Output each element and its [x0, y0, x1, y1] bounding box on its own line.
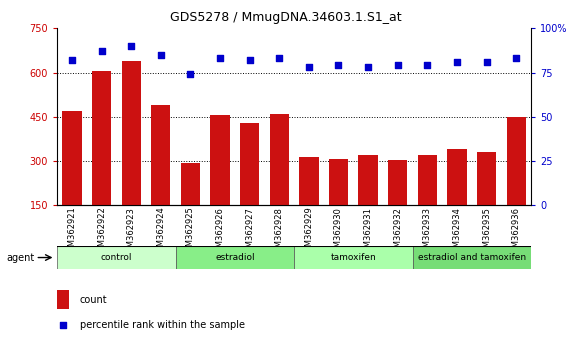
Bar [62, 111, 82, 205]
Text: tamoxifen: tamoxifen [331, 253, 376, 262]
Point [245, 57, 254, 63]
Bar [210, 115, 230, 205]
Bar [240, 123, 259, 205]
Text: agent: agent [7, 252, 35, 263]
Bar [506, 117, 526, 205]
Text: GDS5278 / MmugDNA.34603.1.S1_at: GDS5278 / MmugDNA.34603.1.S1_at [170, 11, 401, 24]
Bar [418, 155, 437, 205]
Bar [477, 152, 496, 205]
Bar [57, 290, 69, 309]
Text: estradiol: estradiol [215, 253, 255, 262]
Bar [57, 246, 176, 269]
Text: count: count [80, 295, 107, 305]
Bar [122, 61, 141, 205]
Text: control: control [100, 253, 132, 262]
Text: percentile rank within the sample: percentile rank within the sample [80, 320, 245, 330]
Point [364, 64, 373, 70]
Point [393, 63, 403, 68]
Point [275, 56, 284, 61]
Point [423, 63, 432, 68]
Bar [176, 246, 294, 269]
Bar [151, 105, 170, 205]
Point [97, 48, 106, 54]
Point [482, 59, 491, 65]
Point [127, 43, 136, 49]
Bar [412, 246, 531, 269]
Bar [270, 114, 289, 205]
Bar [447, 149, 467, 205]
Point [512, 56, 521, 61]
Point [58, 322, 67, 328]
Point [215, 56, 224, 61]
Bar [181, 162, 200, 205]
Point [156, 52, 166, 58]
Point [186, 72, 195, 77]
Point [304, 64, 313, 70]
Bar [299, 156, 319, 205]
Bar [329, 159, 348, 205]
Bar [359, 155, 378, 205]
Bar [388, 160, 407, 205]
Point [452, 59, 461, 65]
Bar [294, 246, 412, 269]
Text: estradiol and tamoxifen: estradiol and tamoxifen [418, 253, 526, 262]
Point [67, 57, 77, 63]
Point [334, 63, 343, 68]
Bar [92, 71, 111, 205]
